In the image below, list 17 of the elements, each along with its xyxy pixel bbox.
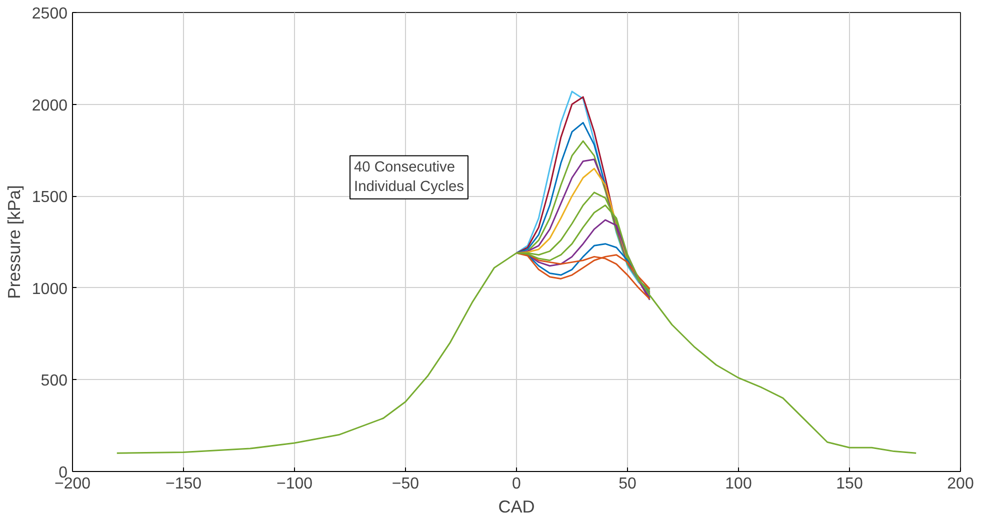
x-tick-label: 0	[512, 476, 522, 492]
y-tick-label: 2500	[32, 6, 68, 22]
y-tick-label: 1500	[32, 189, 68, 206]
x-axis-title: CAD	[498, 496, 535, 516]
x-tick-label: −200	[54, 476, 91, 492]
x-tick-label: 150	[836, 476, 863, 492]
y-tick-label: 1000	[32, 280, 68, 298]
x-tick-label: 100	[725, 476, 752, 492]
x-tick-label: −100	[276, 476, 313, 492]
x-tick-label: −50	[392, 476, 420, 492]
y-axis-title: Pressure [kPa]	[4, 185, 24, 299]
y-tick-label: 2000	[32, 97, 68, 114]
x-tick-label: 200	[947, 476, 974, 492]
annotation: 40 Consecutive Individual Cycles	[354, 160, 464, 195]
x-tick-label: 50	[618, 476, 636, 492]
x-tick-label: −150	[165, 476, 202, 492]
y-tick-label: 500	[40, 372, 68, 390]
